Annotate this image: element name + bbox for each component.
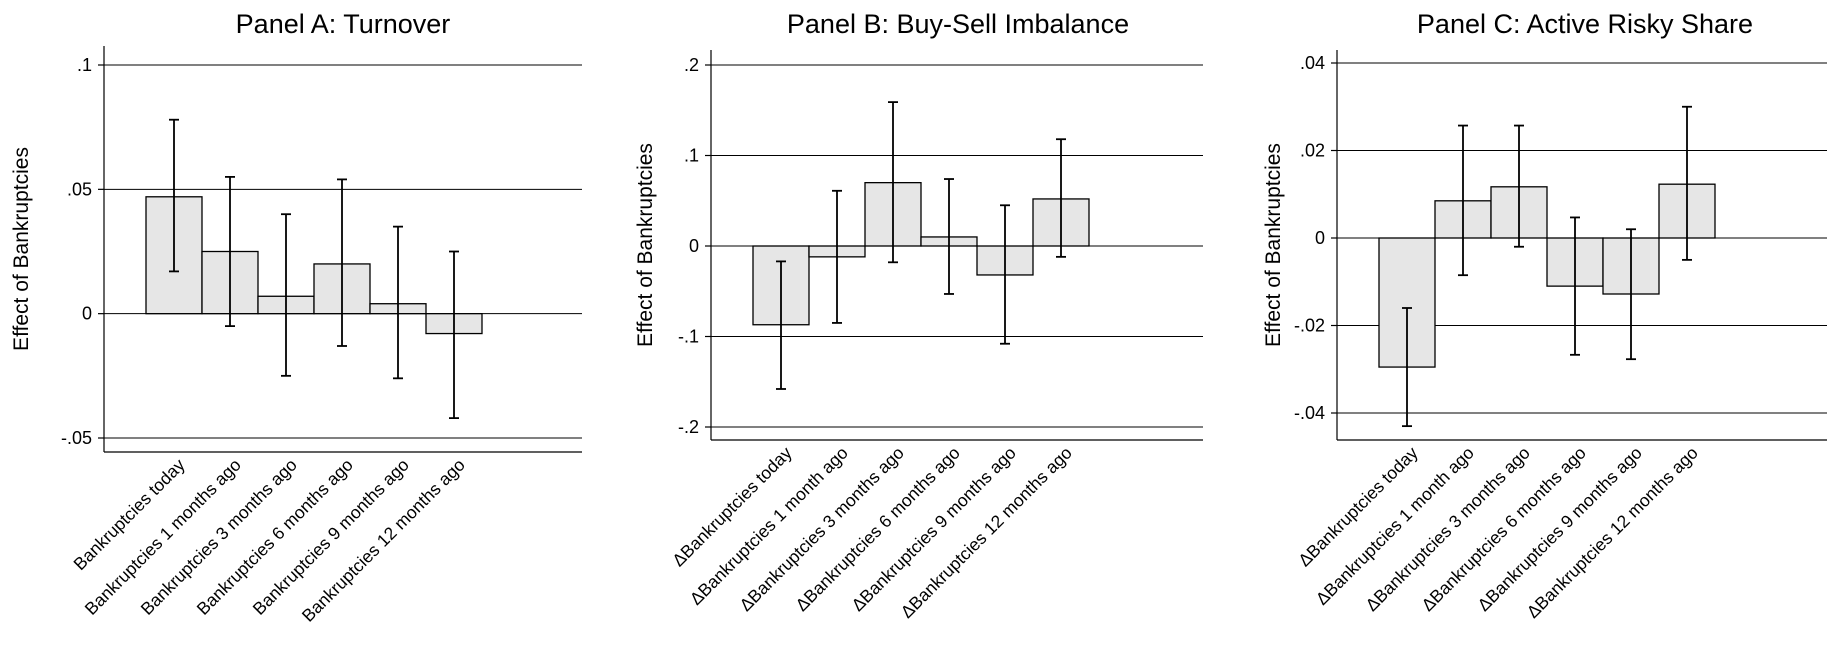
y-axis-label: Effect of Bankruptcies xyxy=(10,147,33,351)
y-tick-label: -.05 xyxy=(61,428,92,448)
y-tick-label: -.2 xyxy=(678,417,699,437)
y-tick-label: .1 xyxy=(77,55,92,75)
panel-title: Panel B: Buy-Sell Imbalance xyxy=(787,9,1129,39)
y-tick-label: .05 xyxy=(67,179,92,199)
panel-3: Panel C: Active Risky Share Effect of Ban… xyxy=(1262,9,1827,622)
y-tick-label: -.1 xyxy=(678,327,699,347)
y-tick-label: 0 xyxy=(1315,228,1325,248)
y-tick-label: .02 xyxy=(1300,141,1325,161)
panel-1: Panel A: Turnover Effect of Bankruptcies.… xyxy=(10,9,582,626)
panel-2: Panel B: Buy-Sell Imbalance Effect of Ban… xyxy=(634,9,1203,622)
y-tick-label: .1 xyxy=(684,146,699,166)
y-tick-label: -.02 xyxy=(1294,316,1325,336)
y-tick-label: .2 xyxy=(684,55,699,75)
y-axis-label: Effect of Bankruptcies xyxy=(634,143,657,347)
y-tick-label: 0 xyxy=(689,236,699,256)
y-tick-label: 0 xyxy=(82,304,92,324)
y-axis-label: Effect of Bankruptcies xyxy=(1262,143,1285,347)
y-tick-label: -.04 xyxy=(1294,403,1325,423)
panel-title: Panel C: Active Risky Share xyxy=(1417,9,1753,39)
y-tick-label: .04 xyxy=(1300,53,1325,73)
panel-title: Panel A: Turnover xyxy=(236,9,451,39)
